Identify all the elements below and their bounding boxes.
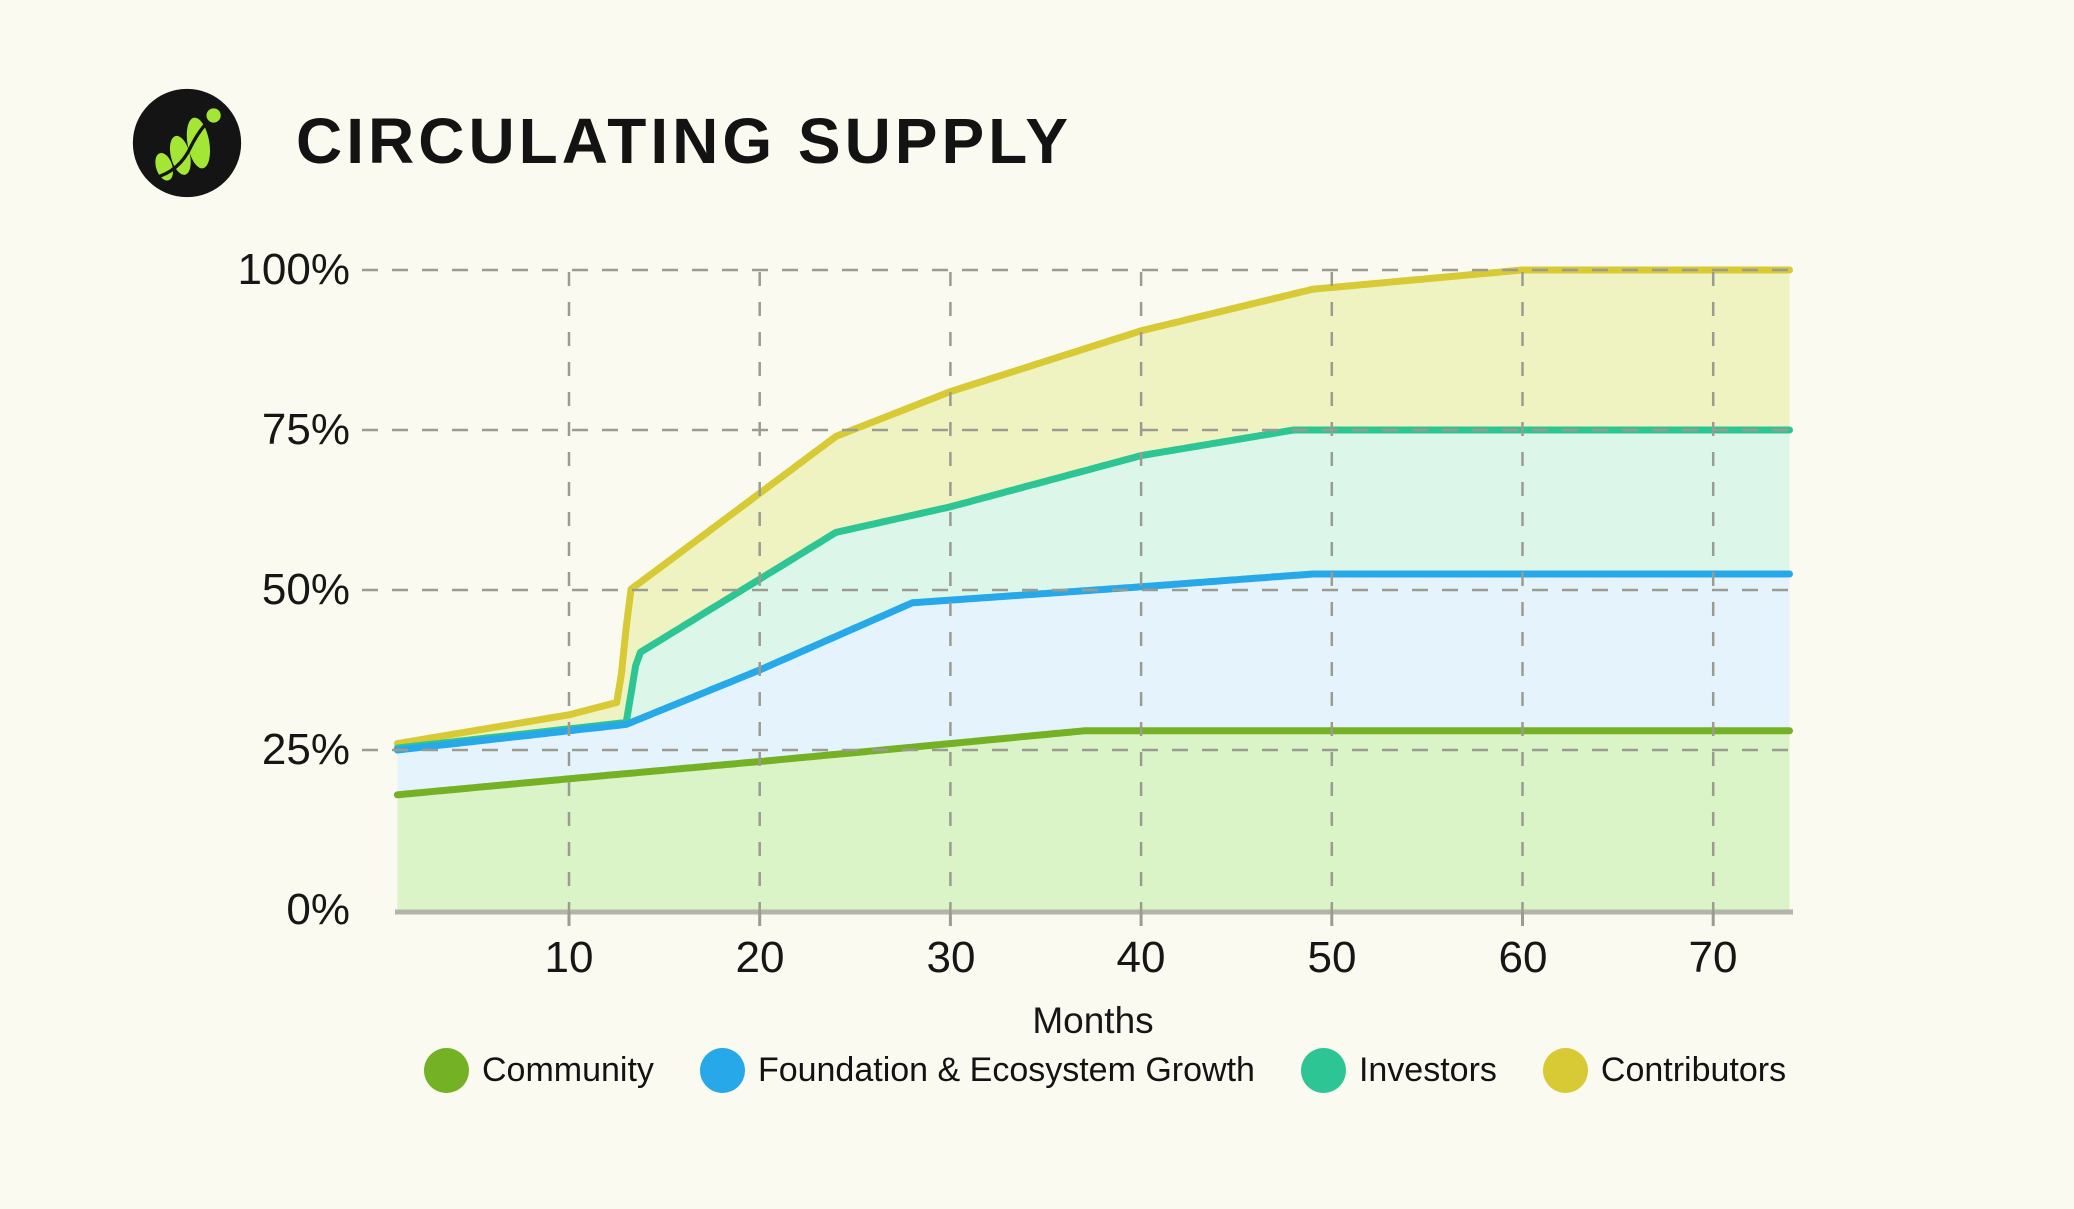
logo-stem-line xyxy=(153,117,213,180)
series-line-3 xyxy=(393,266,1793,748)
community-color-swatch-icon xyxy=(424,1048,469,1093)
x-tick-40: 40 xyxy=(1116,933,1166,982)
leaf-growth-logo xyxy=(132,88,242,198)
legend-label-community: Community xyxy=(482,1051,654,1089)
investors-color-swatch-icon xyxy=(1300,1048,1346,1093)
x-axis-title: Months xyxy=(1032,1000,1154,1041)
x-tick-60: 60 xyxy=(1498,933,1548,982)
y-tick-50: 50% xyxy=(261,565,350,614)
y-tick-25: 25% xyxy=(261,725,350,774)
legend-item-contributors: Contributors xyxy=(1542,1048,1787,1093)
legend-item-community: Community xyxy=(424,1048,654,1093)
logo-sprout-dot xyxy=(206,108,221,123)
legend-item-foundation: Foundation & Ecosystem Growth xyxy=(699,1048,1255,1093)
foundation-color-swatch-icon xyxy=(699,1048,745,1093)
contributors-color-swatch-icon xyxy=(1542,1048,1588,1093)
y-tick-100: 100% xyxy=(237,245,350,294)
legend-item-investors: Investors xyxy=(1300,1048,1497,1093)
logo-leaves xyxy=(153,108,221,181)
page-title: CIRCULATING SUPPLY xyxy=(296,105,1073,177)
x-tick-50: 50 xyxy=(1307,933,1357,982)
y-tick-0: 0% xyxy=(286,885,350,934)
series-line-0 xyxy=(393,727,1793,799)
legend-label-contributors: Contributors xyxy=(1600,1051,1787,1089)
area-band-1 xyxy=(397,574,1790,795)
y-tick-75: 75% xyxy=(261,405,350,454)
area-band-0 xyxy=(397,730,1790,910)
legend-label-investors: Investors xyxy=(1358,1051,1497,1089)
x-tick-20: 20 xyxy=(735,933,785,982)
chart-legend: Community Foundation & Ecosystem Growth … xyxy=(424,1048,1786,1093)
area-band-3 xyxy=(397,270,1790,749)
legend-label-foundation: Foundation & Ecosystem Growth xyxy=(757,1051,1255,1089)
x-tick-10: 10 xyxy=(544,933,594,982)
x-tick-70: 70 xyxy=(1688,933,1738,982)
x-tick-30: 30 xyxy=(926,933,976,982)
series-line-2 xyxy=(393,426,1793,752)
